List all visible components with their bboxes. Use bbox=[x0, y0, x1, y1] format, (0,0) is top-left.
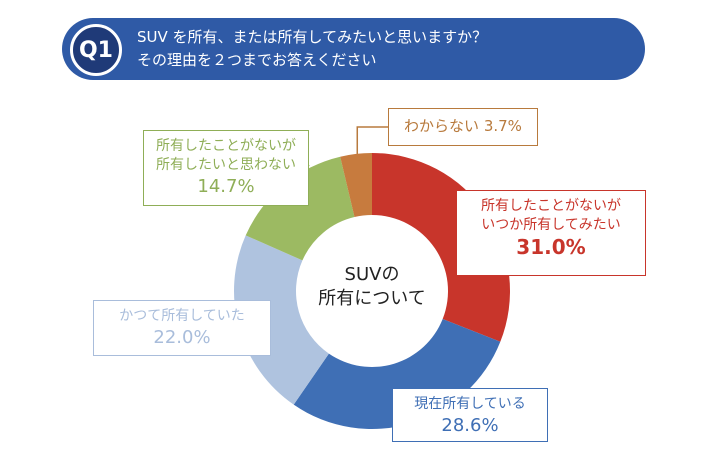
slice-value-label: 31.0% bbox=[516, 235, 586, 259]
slice-label-want-someday: 所有したことがないが いつか所有してみたい 31.0% bbox=[456, 190, 646, 276]
donut-slice-not-interested bbox=[245, 156, 355, 261]
question-text: SUV を所有、または所有してみたいと思いますか？ その理由を２つまでお答えくだ… bbox=[137, 26, 637, 72]
center-label-line-2: 所有について bbox=[318, 288, 426, 309]
slice-label-line: いつか所有してみたい bbox=[481, 217, 621, 233]
slice-label-line: 現在所有している bbox=[414, 396, 526, 412]
slice-value-label: 14.7% bbox=[197, 176, 255, 197]
slice-label-currently-own: 現在所有している 28.6% bbox=[392, 388, 548, 442]
slice-label-text: わからない 3.7% bbox=[404, 117, 522, 135]
question-badge: Q1 bbox=[70, 24, 122, 76]
slice-label-line: 所有したことがないが bbox=[481, 198, 621, 214]
slice-label-unknown: わからない 3.7% bbox=[388, 108, 538, 146]
donut-slice-owned-before bbox=[234, 235, 329, 405]
leader-line-unknown bbox=[356, 126, 388, 165]
slice-value-label: 22.0% bbox=[153, 327, 211, 348]
donut-center-label: SUVの 所有について bbox=[312, 263, 432, 311]
slice-label-not-interested: 所有したことがないが 所有したいと思わない 14.7% bbox=[143, 130, 309, 206]
question-line-1: SUV を所有、または所有してみたいと思いますか？ bbox=[137, 28, 488, 46]
slice-value-label: 28.6% bbox=[441, 415, 499, 436]
slice-label-owned-before: かつて所有していた 22.0% bbox=[93, 300, 271, 356]
donut-slice-unknown bbox=[340, 153, 372, 218]
slice-label-line: 所有したいと思わない bbox=[156, 157, 296, 173]
question-banner bbox=[62, 18, 645, 80]
slice-label-line: 所有したことがないが bbox=[156, 138, 296, 154]
center-label-line-1: SUVの bbox=[344, 264, 400, 285]
question-line-2: その理由を２つまでお答えください bbox=[137, 51, 377, 69]
slice-label-line: かつて所有していた bbox=[119, 308, 245, 324]
